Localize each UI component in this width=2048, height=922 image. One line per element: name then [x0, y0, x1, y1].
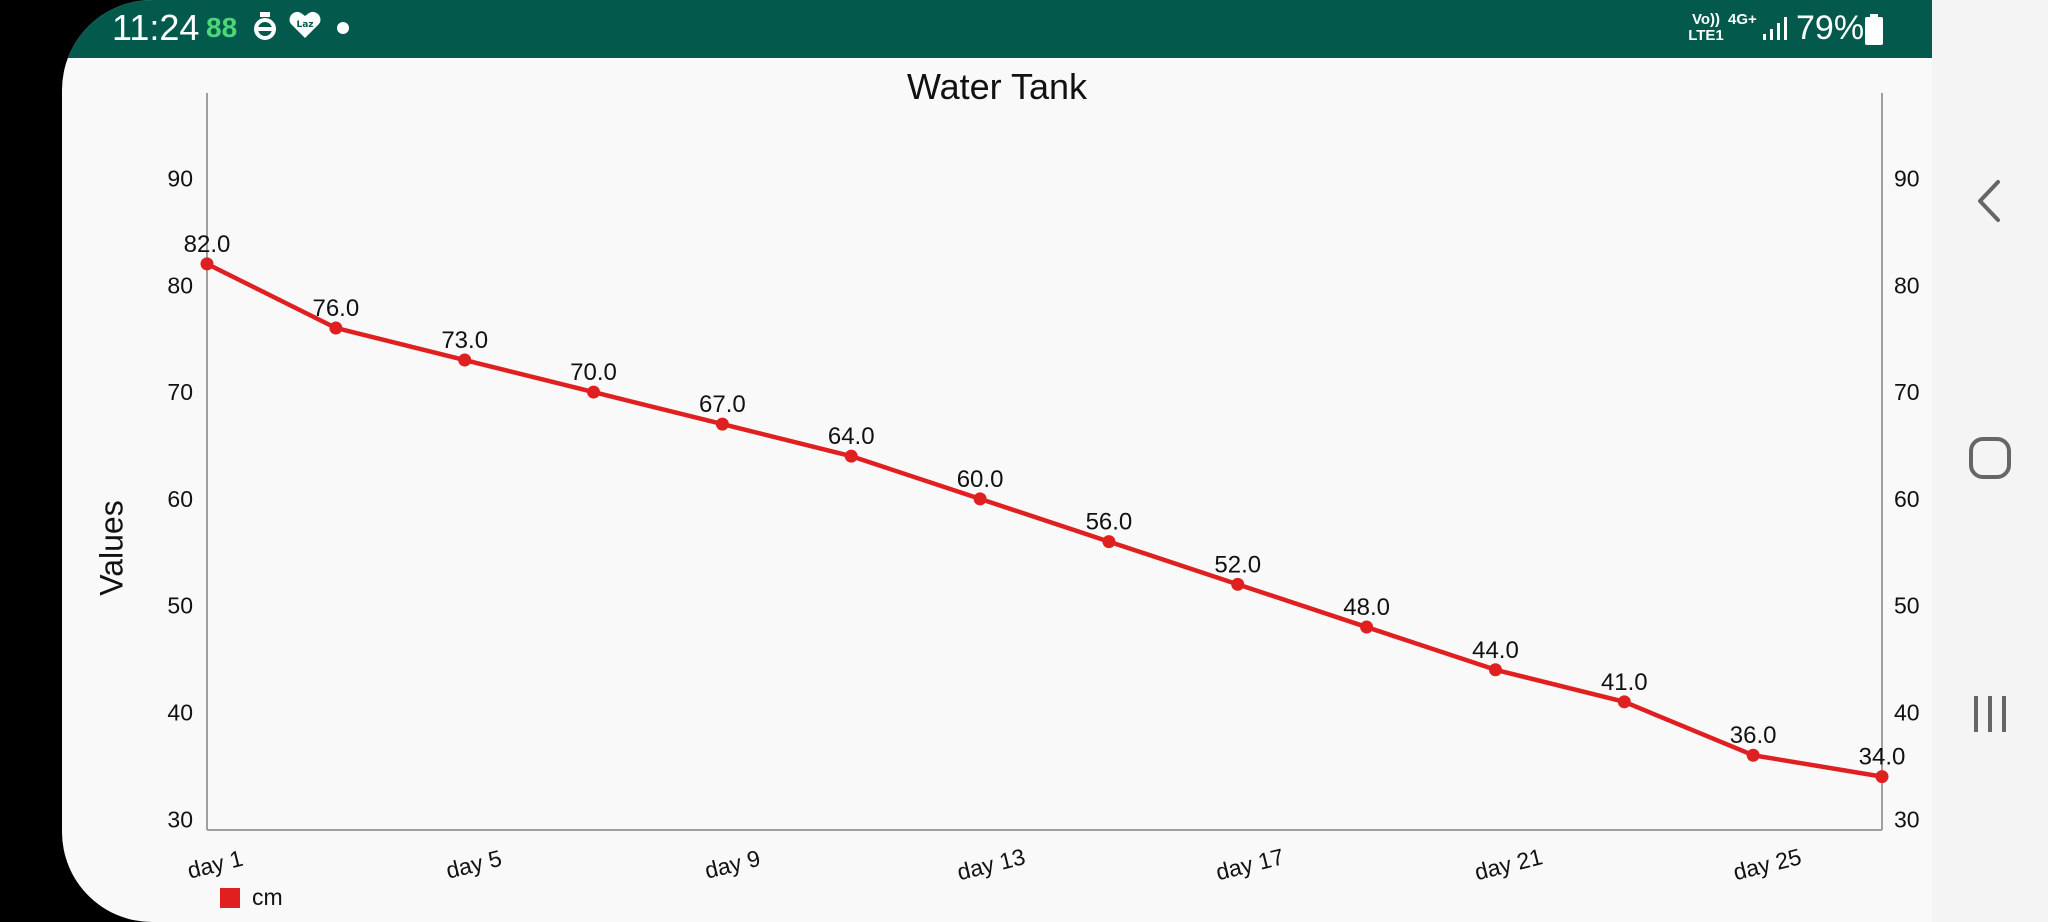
data-label: 60.0	[957, 466, 1004, 493]
y-tick-label-left: 40	[167, 700, 193, 726]
signal-icon	[1763, 17, 1787, 40]
data-point	[329, 321, 343, 335]
data-label: 34.0	[1859, 744, 1906, 771]
recents-button[interactable]	[1932, 692, 2048, 736]
data-point	[1746, 748, 1760, 762]
data-point	[200, 257, 214, 271]
data-point	[1488, 663, 1502, 677]
status-indicator: 88	[206, 12, 238, 43]
home-icon	[1969, 437, 2011, 479]
y-tick-label-left: 80	[167, 272, 193, 298]
y-tick-label-right: 50	[1894, 593, 1920, 619]
y-tick-label-left: 90	[167, 165, 193, 191]
legend-label: cm	[252, 884, 283, 910]
status-bar: 11:24 88 Laz Vo)) LTE1 4G+ 79%	[62, 0, 1932, 58]
y-tick-label-left: 50	[167, 593, 193, 619]
data-label: 67.0	[699, 391, 746, 418]
battery-percentage: 79%	[1796, 9, 1865, 47]
recents-icon	[1974, 696, 2006, 732]
data-label: 56.0	[1086, 509, 1133, 536]
x-tick-label: day 9	[702, 845, 763, 884]
y-tick-label-right: 90	[1894, 165, 1920, 191]
x-tick-label: day 25	[1731, 843, 1804, 885]
app-screen: 11:24 88 Laz Vo)) LTE1 4G+ 79% 30 30 40 40 5…	[62, 0, 1932, 922]
data-point	[1360, 620, 1374, 634]
data-label: 41.0	[1601, 669, 1648, 696]
data-point	[587, 385, 601, 399]
home-button[interactable]	[1932, 434, 2048, 482]
svg-text:Laz: Laz	[296, 20, 313, 30]
back-button[interactable]	[1932, 176, 2048, 226]
data-point	[715, 417, 729, 431]
x-tick-label: day 17	[1213, 843, 1286, 885]
laz-heart-icon: Laz	[289, 11, 321, 38]
data-label: 64.0	[828, 423, 875, 450]
x-tick-label: day 13	[954, 843, 1027, 885]
data-label: 44.0	[1472, 637, 1519, 664]
legend-swatch	[220, 887, 240, 908]
y-axis-label: Values	[93, 500, 130, 596]
data-label: 36.0	[1730, 722, 1777, 749]
y-tick-label-left: 30	[167, 806, 193, 832]
x-tick-label: day 21	[1472, 843, 1545, 885]
y-tick-label-right: 60	[1894, 486, 1920, 512]
data-label: 73.0	[441, 327, 488, 354]
chart-title: Water Tank	[906, 66, 1088, 107]
app-e-icon	[254, 12, 276, 40]
data-label: 48.0	[1343, 594, 1390, 621]
data-point	[1875, 770, 1889, 784]
y-tick-label-right: 40	[1894, 700, 1920, 726]
y-tick-label-right: 80	[1894, 272, 1920, 298]
series-line-cm	[205, 261, 1883, 779]
data-label: 76.0	[312, 295, 359, 322]
line-chart: 30 30 40 40 50 50 60 60 70 70 80 80 90 90 day 1 day 5 da…	[167, 93, 1920, 885]
data-point	[844, 449, 858, 463]
y-tick-label-left: 60	[167, 486, 193, 512]
y-tick-label-right: 30	[1894, 806, 1920, 832]
legend: cm	[220, 884, 283, 911]
data-point	[1617, 695, 1631, 709]
back-icon	[1978, 180, 2000, 222]
data-point	[1102, 535, 1116, 549]
navigation-bar	[1932, 0, 2048, 922]
chart-area: 30 30 40 40 50 50 60 60 70 70 80 80 90 90 day 1 day 5 da…	[62, 58, 1932, 922]
data-point	[973, 492, 987, 506]
y-tick-label-right: 70	[1894, 379, 1920, 405]
data-label: 52.0	[1214, 551, 1261, 578]
data-point	[458, 353, 472, 367]
x-tick-label: day 1	[185, 845, 246, 884]
battery-icon	[1865, 14, 1883, 45]
notification-dot	[337, 22, 349, 34]
network-type-indicator: 4G+	[1728, 11, 1757, 28]
status-time: 11:24	[112, 7, 200, 48]
volte-indicator: Vo)) LTE1	[1688, 11, 1724, 44]
data-label: 82.0	[184, 231, 231, 258]
data-label: 70.0	[570, 359, 617, 386]
y-tick-label-left: 70	[167, 379, 193, 405]
x-tick-label: day 5	[443, 845, 504, 884]
data-point	[1231, 577, 1245, 591]
